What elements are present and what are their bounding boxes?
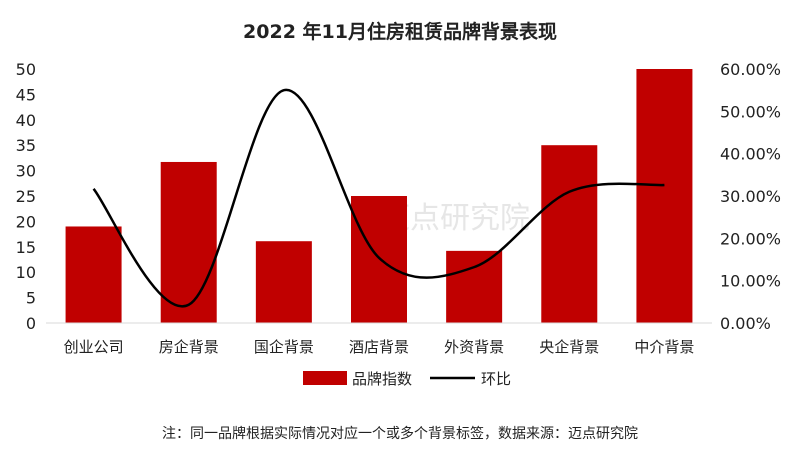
bar-中介背景 (636, 69, 693, 323)
series-line-环比 (92, 88, 665, 308)
legend-swatch-bar (303, 371, 347, 385)
legend-label-line: 环比 (481, 370, 511, 388)
left-tick-label: 10 (16, 263, 36, 282)
x-tick-label: 国企背景 (254, 338, 314, 356)
x-tick-label: 创业公司 (64, 338, 124, 356)
left-tick-label: 35 (16, 136, 36, 155)
left-tick-label: 50 (16, 60, 36, 79)
left-tick-label: 25 (16, 187, 36, 206)
left-tick-label: 40 (16, 111, 36, 130)
x-tick-label: 房企背景 (159, 338, 219, 356)
x-tick-label: 外资背景 (444, 338, 504, 356)
bar-国企背景 (255, 241, 312, 323)
bar-央企背景 (541, 145, 598, 323)
left-tick-label: 15 (16, 238, 36, 257)
left-tick-label: 45 (16, 85, 36, 104)
left-tick-label: 30 (16, 162, 36, 181)
bar-外资背景 (446, 250, 503, 323)
right-tick-label: 50.00% (720, 102, 781, 121)
x-tick-label: 央企背景 (539, 338, 599, 356)
legend-label-bar: 品牌指数 (352, 370, 412, 388)
x-tick-label: 中介背景 (634, 338, 694, 356)
x-tick-label: 酒店背景 (349, 338, 409, 356)
left-tick-label: 20 (16, 212, 36, 231)
right-tick-label: 10.00% (720, 272, 781, 291)
right-tick-label: 40.00% (720, 145, 781, 164)
left-tick-label: 0 (26, 314, 36, 333)
legend: 品牌指数 环比 (303, 370, 511, 388)
right-tick-label: 0.00% (720, 314, 771, 333)
right-tick-label: 20.00% (720, 229, 781, 248)
right-tick-label: 60.00% (720, 60, 781, 79)
bar-创业公司 (65, 226, 122, 323)
chart-note: 注：同一品牌根据实际情况对应一个或多个背景标签，数据来源：迈点研究院 (162, 425, 638, 442)
bar-房企背景 (160, 161, 217, 323)
left-tick-label: 5 (26, 289, 36, 308)
chart-title: 2022 年11月住房租赁品牌背景表现 (243, 20, 557, 43)
right-tick-label: 30.00% (720, 187, 781, 206)
